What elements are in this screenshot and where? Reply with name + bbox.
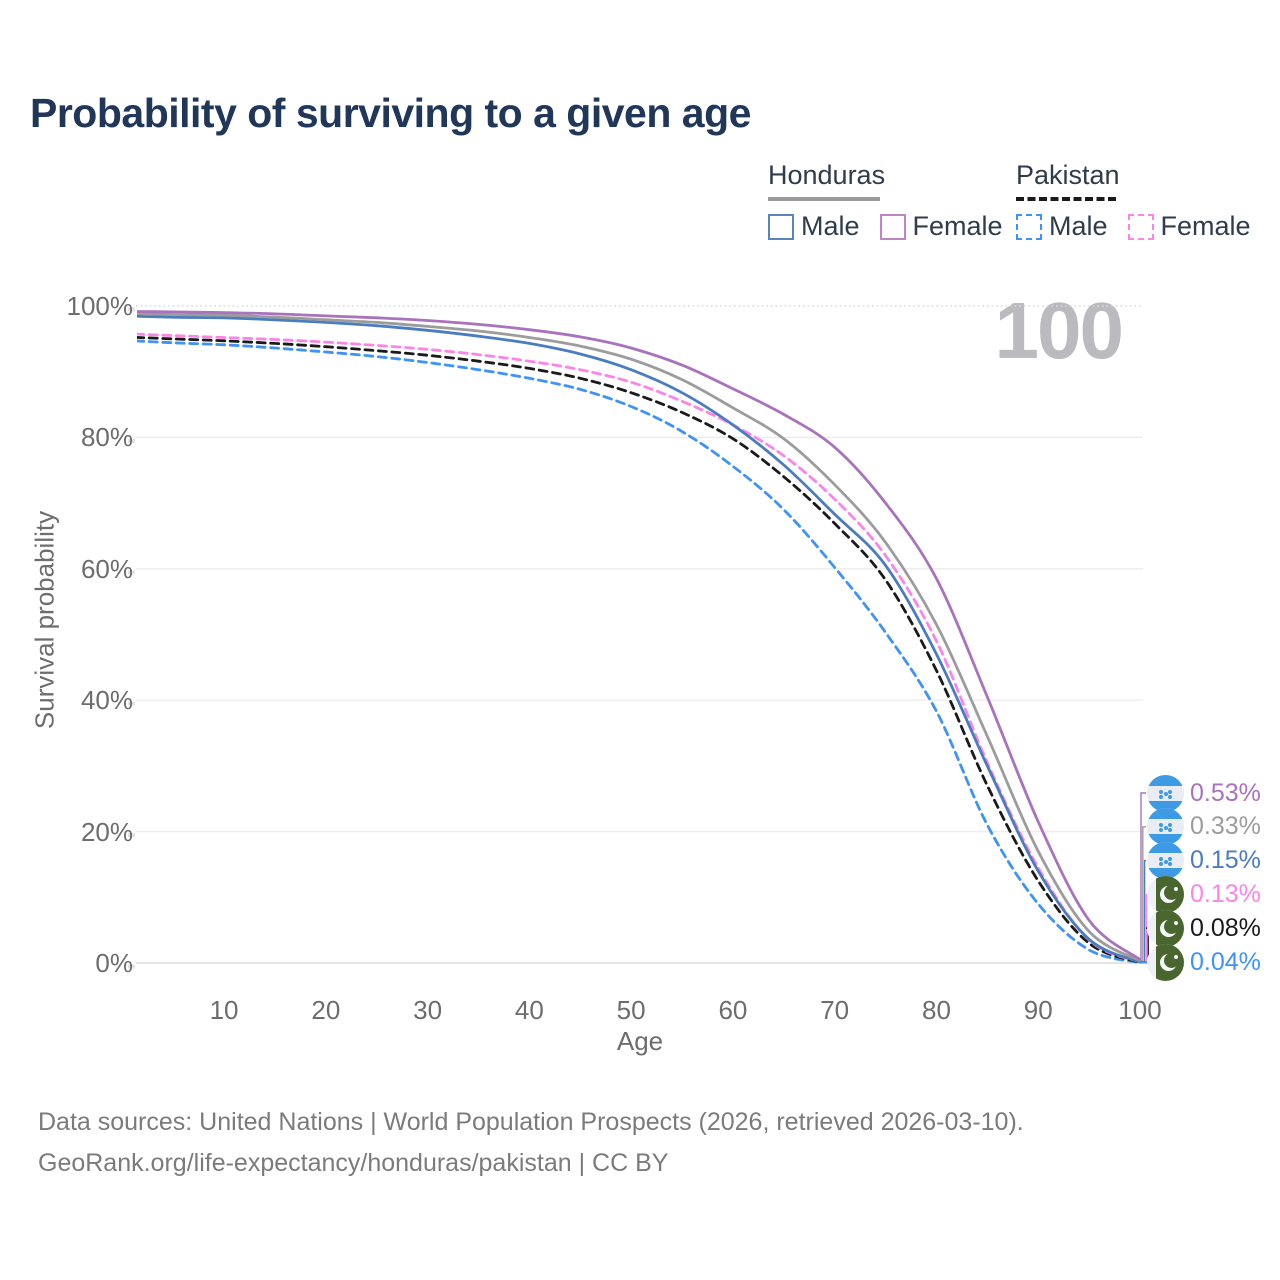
legend-item-honduras-female[interactable]: Female xyxy=(879,211,1003,242)
honduras-flag-icon xyxy=(1147,774,1184,812)
chart-title: Probability of surviving to a given age xyxy=(30,90,751,136)
y-axis-tick-40 xyxy=(128,701,135,706)
series-line-honduras-female[interactable] xyxy=(122,310,1142,961)
end-label-value-honduras-female: 0.53% xyxy=(1190,778,1261,807)
y-tick-label-60%: 60% xyxy=(80,553,133,584)
end-label-value-pakistan-male: 0.04% xyxy=(1190,947,1261,976)
legend-swatch-honduras-female xyxy=(879,213,906,240)
end-label-honduras-both-sexes: 0.33% xyxy=(1147,808,1261,846)
legend-group-honduras: Honduras Male Female xyxy=(768,160,1003,242)
pakistan-flag-icon xyxy=(1147,943,1184,981)
end-label-connector-honduras-female xyxy=(1140,792,1146,961)
legend-label-honduras-female: Female xyxy=(912,211,1003,241)
x-axis-title: Age xyxy=(616,1026,664,1056)
footer-citation: GeoRank.org/life-expectancy/honduras/pak… xyxy=(38,1149,669,1177)
x-tick-label-70: 70 xyxy=(820,995,850,1025)
legend-label-honduras-male: Male xyxy=(801,211,860,241)
y-tick-label-100%: 100% xyxy=(66,291,134,321)
end-label-value-pakistan-female: 0.13% xyxy=(1190,879,1261,908)
legend-header-pakistan[interactable]: Pakistan xyxy=(1016,160,1120,190)
x-tick-label-40: 40 xyxy=(514,995,544,1025)
series-line-pakistan-both-sexes[interactable] xyxy=(122,336,1142,964)
legend-swatch-pakistan-male xyxy=(1016,213,1042,240)
legend-item-honduras-male[interactable]: Male xyxy=(768,211,860,242)
legend-item-pakistan-male[interactable]: Male xyxy=(1016,211,1108,242)
end-label-value-honduras-male: 0.15% xyxy=(1190,846,1261,875)
end-label-pakistan-female: 0.13% xyxy=(1147,875,1261,913)
y-tick-label-0%: 0% xyxy=(95,948,133,978)
pakistan-flag-icon xyxy=(1147,875,1184,913)
x-tick-label-60: 60 xyxy=(718,995,748,1025)
x-tick-label-30: 30 xyxy=(413,995,443,1025)
legend-swatch-pakistan-female xyxy=(1127,213,1154,240)
x-tick-label-90: 90 xyxy=(1023,995,1053,1025)
series-line-honduras-both-sexes[interactable] xyxy=(122,312,1142,963)
legend-header-honduras[interactable]: Honduras xyxy=(768,160,886,190)
legend-underline-honduras xyxy=(768,197,880,201)
legend-label-pakistan-male: Male xyxy=(1049,211,1108,241)
end-label-honduras-male: 0.15% xyxy=(1147,842,1261,880)
series-line-pakistan-female[interactable] xyxy=(122,332,1142,964)
legend-group-pakistan: Pakistan Male Female xyxy=(1016,160,1251,242)
legend-item-pakistan-female[interactable]: Female xyxy=(1127,211,1251,242)
honduras-flag-icon xyxy=(1147,808,1184,846)
end-label-pakistan-male: 0.04% xyxy=(1147,943,1261,981)
y-axis-tick-60 xyxy=(128,570,135,575)
x-tick-label-20: 20 xyxy=(311,995,341,1025)
end-label-value-honduras-both-sexes: 0.33% xyxy=(1190,812,1261,841)
x-tick-label-80: 80 xyxy=(921,995,951,1025)
legend-underline-pakistan xyxy=(1016,197,1116,201)
footer-data-sources: Data sources: United Nations | World Pop… xyxy=(38,1108,1024,1136)
end-label-pakistan-both-sexes: 0.08% xyxy=(1147,909,1261,947)
footer-note: Data sources: United Nations | World Pop… xyxy=(38,1102,1024,1184)
series-line-pakistan-male[interactable] xyxy=(122,339,1142,965)
y-tick-label-80%: 80% xyxy=(80,422,133,453)
y-axis-tick-100 xyxy=(128,307,135,312)
honduras-flag-icon xyxy=(1147,842,1184,880)
end-label-connector-honduras-both-sexes xyxy=(1140,826,1146,962)
pakistan-flag-icon xyxy=(1147,909,1184,947)
y-axis-tick-0 xyxy=(128,964,135,969)
end-label-honduras-female: 0.53% xyxy=(1147,774,1261,812)
end-label-value-pakistan-both-sexes: 0.08% xyxy=(1190,913,1261,942)
legend-swatch-honduras-male xyxy=(768,213,794,240)
y-axis-tick-20 xyxy=(128,833,135,838)
series-line-honduras-male[interactable] xyxy=(122,314,1142,964)
x-tick-label-100: 100 xyxy=(1118,995,1162,1025)
x-tick-label-10: 10 xyxy=(209,995,239,1025)
y-tick-label-20%: 20% xyxy=(80,816,133,847)
x-tick-label-50: 50 xyxy=(616,995,646,1025)
legend-label-pakistan-female: Female xyxy=(1160,211,1251,241)
watermark-age-100: 100 xyxy=(994,286,1124,375)
y-axis-tick-80 xyxy=(128,438,135,443)
y-tick-label-40%: 40% xyxy=(80,685,133,716)
